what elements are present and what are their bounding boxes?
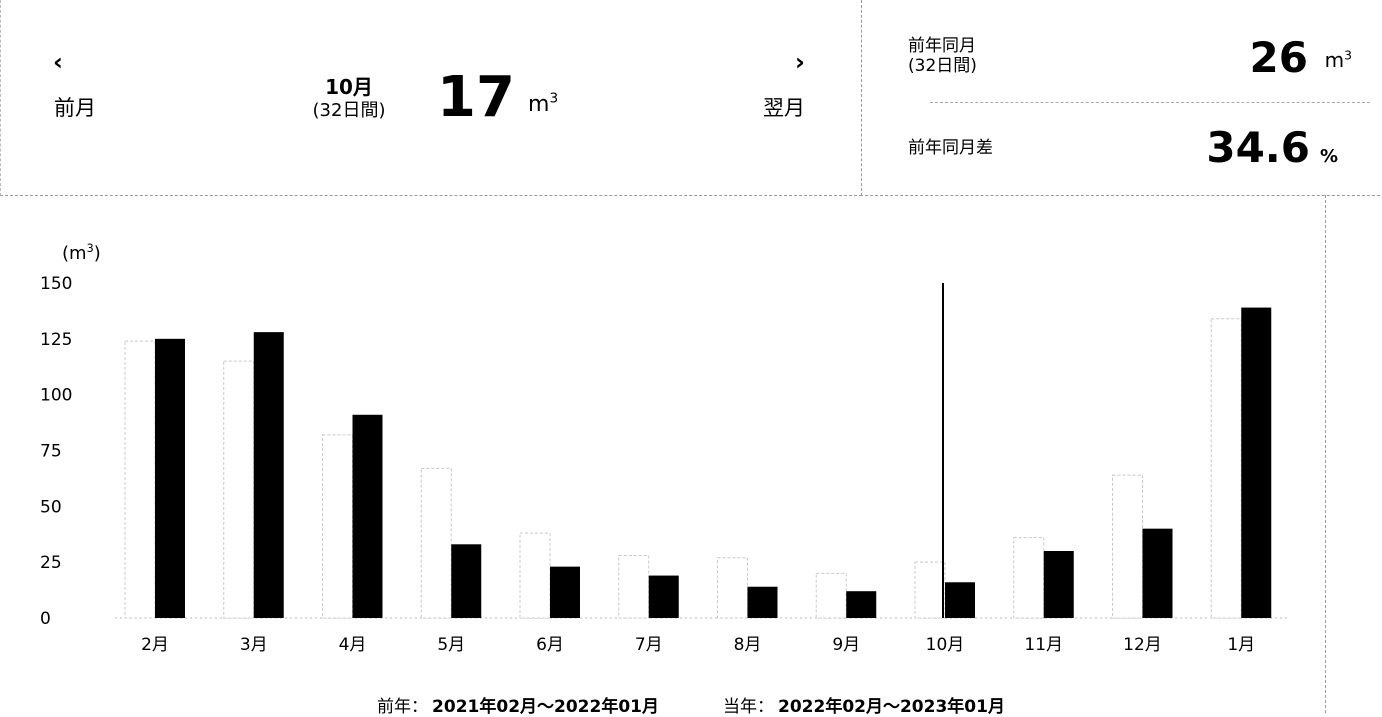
bar-current-year[interactable] [846, 591, 877, 618]
bar-chart-canvas: 0 25 50 75 100 125 150 2月 3月 4月 5月 6月 7月 8月 9月 10月 11月 12… [40, 274, 1290, 655]
bar-current-year[interactable] [550, 566, 580, 618]
bar-current-year[interactable] [155, 338, 185, 618]
next-month-button[interactable]: 翌月 [763, 96, 805, 120]
x-tick-label[interactable]: 11月 [1024, 635, 1063, 655]
bar-prev-year[interactable] [1013, 537, 1045, 619]
current-month-label: 10月 [325, 75, 373, 99]
comparison-panel: 前年同月 (32日間) 26 m3 前年同月差 34.6 % [860, 0, 1380, 196]
prev-year-same-month-label: 前年同月 [908, 36, 976, 56]
prev-month-button[interactable]: 前月 [54, 96, 96, 120]
y-tick-label: 125 [40, 330, 72, 350]
bar-prev-year[interactable] [1210, 318, 1242, 619]
legend-prev-range: 2021年02月～2022年01月 [432, 697, 659, 717]
bar-current-year[interactable] [253, 332, 284, 618]
bar-current-year[interactable] [1241, 307, 1272, 618]
y-tick-label: 75 [40, 442, 62, 462]
usage-chart: (m3) 0 25 50 75 100 125 150 2月 3月 4月 5月 6月 7月 8月 9月 10月… [0, 195, 1382, 717]
year-over-year-diff-value: 34.6 [1206, 123, 1310, 172]
year-over-year-diff-unit: % [1319, 146, 1338, 167]
y-tick-label: 0 [40, 609, 51, 629]
bar-prev-year[interactable] [420, 467, 452, 619]
prev-year-usage-value: 26 [1249, 33, 1308, 82]
y-tick-label: 100 [40, 386, 72, 406]
y-axis-unit-label: (m3) [62, 242, 101, 264]
x-tick-label[interactable]: 5月 [437, 635, 465, 655]
x-tick-label[interactable]: 10月 [926, 635, 965, 655]
x-tick-label[interactable]: 3月 [240, 635, 268, 655]
chevron-right-icon[interactable]: › [795, 48, 805, 76]
x-tick-label[interactable]: 4月 [339, 635, 367, 655]
legend-curr-label: 当年： [723, 697, 774, 717]
x-tick-label[interactable]: 8月 [734, 635, 762, 655]
x-tick-label[interactable]: 7月 [635, 635, 663, 655]
chevron-left-icon[interactable]: ‹ [53, 48, 63, 76]
x-tick-label[interactable]: 2月 [141, 635, 169, 655]
x-tick-label[interactable]: 9月 [832, 635, 860, 655]
legend-curr-range: 2022年02月～2023年01月 [778, 697, 1005, 717]
bar-current-year[interactable] [945, 582, 975, 618]
bar-current-year[interactable] [747, 586, 778, 618]
current-usage-value: 17 [437, 65, 515, 130]
bar-prev-year[interactable] [717, 557, 748, 619]
bar-prev-year[interactable] [322, 434, 353, 619]
prev-year-usage-unit: m3 [1324, 47, 1352, 72]
bar-current-year[interactable] [648, 575, 679, 618]
year-over-year-diff-label: 前年同月差 [908, 138, 993, 158]
current-usage-unit: m3 [528, 90, 559, 117]
current-days-label: (32日間) [312, 100, 386, 121]
bar-prev-year[interactable] [223, 360, 255, 619]
bar-current-year[interactable] [1142, 528, 1173, 618]
bar-current-year[interactable] [451, 544, 482, 618]
monthly-summary-panel: ‹ 前月 10月 (32日間) 17 m3 › 翌月 [0, 0, 862, 196]
bar-current-year[interactable] [1043, 551, 1074, 618]
bar-prev-year[interactable] [519, 532, 551, 619]
y-tick-label: 25 [40, 553, 62, 573]
y-tick-label: 50 [40, 497, 62, 517]
comparison-divider [930, 102, 1370, 103]
bar-prev-year[interactable] [124, 340, 156, 619]
prev-year-days-label: (32日間) [908, 56, 977, 76]
bar-prev-year[interactable] [914, 561, 946, 619]
legend-prev-label: 前年： [377, 697, 429, 717]
chart-right-rule [1325, 195, 1326, 713]
period-legend: 前年： 2021年02月～2022年01月 当年： 2022年02月～2023年01月 [0, 692, 1382, 717]
x-tick-label[interactable]: 6月 [536, 635, 564, 655]
y-tick-label: 150 [40, 274, 72, 294]
x-tick-label[interactable]: 1月 [1227, 635, 1255, 655]
bar-prev-year[interactable] [815, 572, 847, 619]
bar-prev-year[interactable] [618, 554, 650, 619]
bar-current-year[interactable] [352, 414, 383, 618]
bar-prev-year[interactable] [1112, 474, 1143, 619]
x-tick-label[interactable]: 12月 [1123, 635, 1162, 655]
